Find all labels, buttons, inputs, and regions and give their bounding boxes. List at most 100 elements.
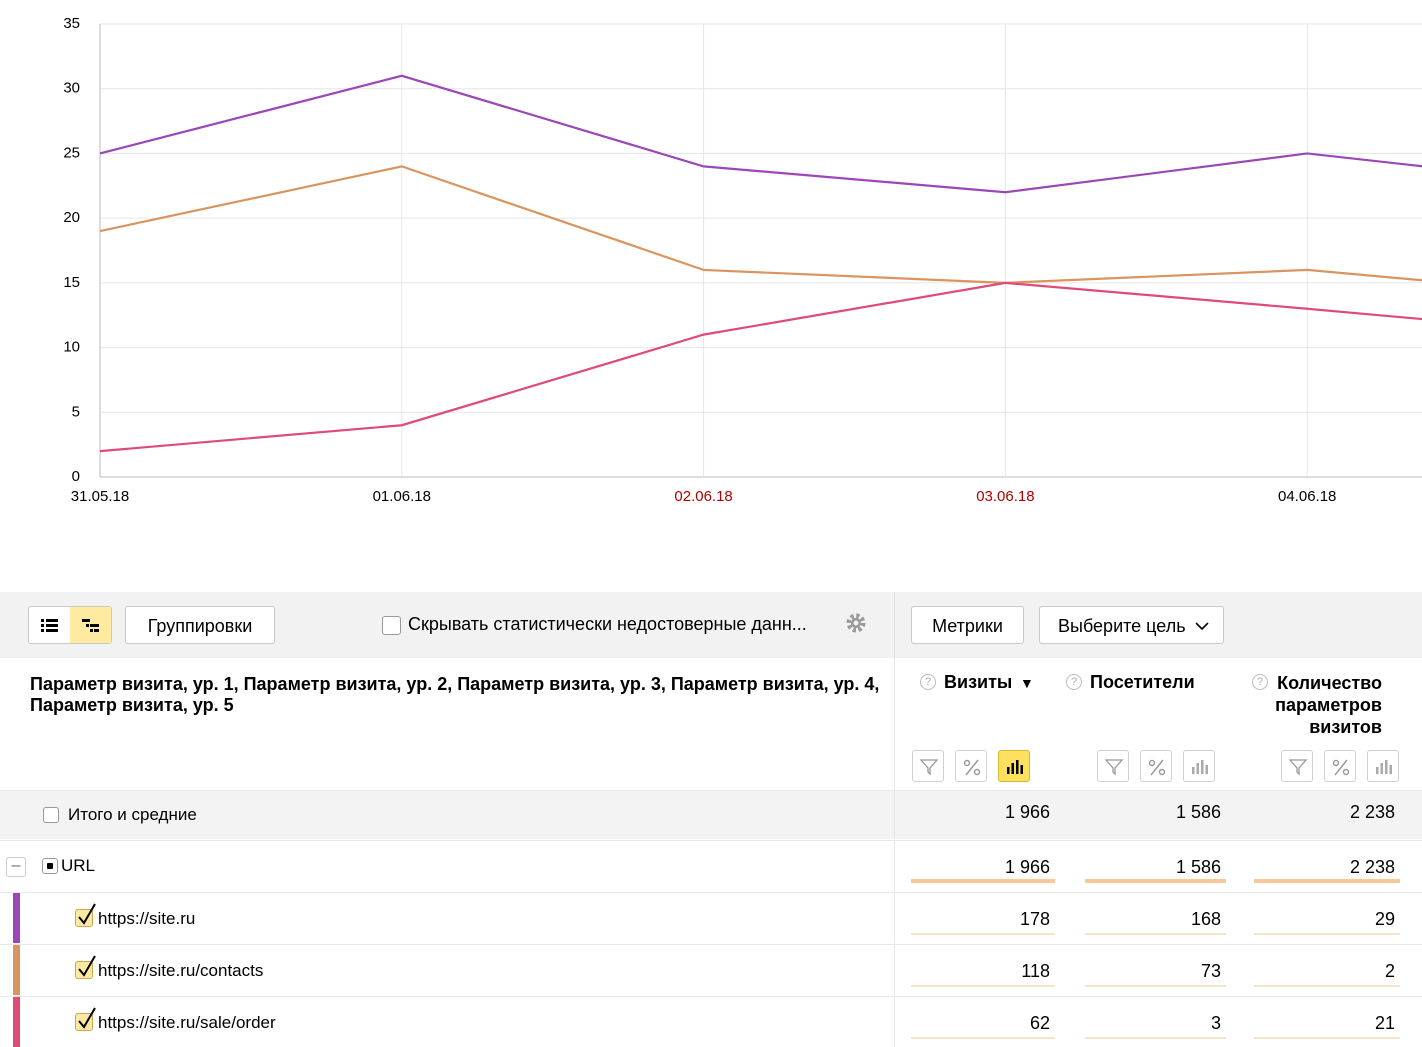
metric-value: 1 586 xyxy=(1175,857,1221,877)
metric-value: 178 xyxy=(1019,909,1050,929)
metric-value: 2 238 xyxy=(1349,802,1395,822)
value-bar xyxy=(1085,985,1226,987)
value-bar xyxy=(1254,933,1400,935)
metric-value: 29 xyxy=(1374,909,1395,929)
metric-tool[interactable] xyxy=(1097,750,1129,782)
y-tick-label: 30 xyxy=(63,80,80,97)
x-tick-label: 04.06.18 xyxy=(1278,488,1336,505)
metric-value: 21 xyxy=(1374,1013,1395,1033)
x-tick-label: 03.06.18 xyxy=(976,488,1034,505)
metric-value: 1 586 xyxy=(1175,802,1221,822)
metric-tool[interactable] xyxy=(1324,750,1356,782)
metric-tool[interactable] xyxy=(1140,750,1172,782)
goal-select[interactable]: Выберите цель xyxy=(1039,606,1224,644)
help-icon[interactable]: ? xyxy=(920,674,936,690)
row-checkbox[interactable] xyxy=(75,903,96,927)
value-bar xyxy=(1085,879,1226,883)
hide-label[interactable]: Скрывать статистически недостоверные дан… xyxy=(408,614,807,634)
y-tick-label: 5 xyxy=(72,403,80,420)
row-label: URL xyxy=(61,856,96,875)
table-row: Итого и средние 1 966 1 586 2 238 xyxy=(0,790,1422,839)
row-label: https://site.ru xyxy=(98,909,196,928)
tree-icon xyxy=(82,619,99,632)
divider xyxy=(894,791,895,839)
list-icon xyxy=(41,619,58,632)
help-icon[interactable]: ? xyxy=(1066,674,1082,690)
row-label: https://site.ru/contacts xyxy=(98,961,264,980)
x-tick-label: 02.06.18 xyxy=(674,488,732,505)
settings-icon[interactable] xyxy=(845,612,867,634)
series-color xyxy=(13,997,20,1047)
value-bar xyxy=(1254,1037,1400,1039)
divider xyxy=(894,893,895,943)
y-tick-label: 25 xyxy=(63,144,80,161)
table-row: https://site.ru/contacts 118 73 2 xyxy=(0,944,1422,995)
y-tick-label: 0 xyxy=(72,468,80,485)
hide-checkbox[interactable] xyxy=(382,616,401,635)
column-title[interactable]: Визиты xyxy=(944,672,1013,692)
metric-value: 3 xyxy=(1210,1013,1221,1033)
series-line xyxy=(99,281,1422,453)
help-icon[interactable]: ? xyxy=(1252,674,1268,690)
row-checkbox[interactable] xyxy=(75,955,96,979)
metric-value: 1 966 xyxy=(1004,857,1050,877)
row-label: https://site.ru/sale/order xyxy=(98,1013,276,1032)
collapse-toggle[interactable]: – xyxy=(6,857,26,877)
series-line xyxy=(99,165,1422,284)
table-header: Параметр визита, ур. 1, Параметр визита,… xyxy=(0,658,1422,790)
column-title[interactable]: Посетители xyxy=(1090,672,1195,692)
value-bar xyxy=(911,985,1055,987)
value-bar xyxy=(911,879,1055,883)
row-checkbox[interactable] xyxy=(43,807,59,823)
table-row: – URL 1 966 1 586 2 238 xyxy=(0,840,1422,891)
x-tick-label: 31.05.18 xyxy=(71,488,129,505)
goal-label: Выберите цель xyxy=(1058,616,1186,636)
sort-mark[interactable]: ▼ xyxy=(1020,675,1034,691)
toolbar: Группировки Скрывать статистически недос… xyxy=(0,592,1422,658)
row-label: Итого и средние xyxy=(68,805,197,824)
table-row: https://site.ru/sale/order 62 3 21 xyxy=(0,996,1422,1047)
metric-value: 168 xyxy=(1190,909,1221,929)
chevron xyxy=(1195,622,1209,631)
metric-tool[interactable] xyxy=(998,750,1030,782)
check-mark xyxy=(78,903,96,925)
divider xyxy=(894,841,895,891)
series-color xyxy=(13,945,20,995)
table-row: https://site.ru 178 168 29 xyxy=(0,892,1422,943)
x-tick-label: 01.06.18 xyxy=(373,488,431,505)
value-bar xyxy=(1085,933,1226,935)
row-checkbox[interactable] xyxy=(42,858,58,874)
check-mark xyxy=(78,955,96,977)
value-bar xyxy=(911,933,1055,935)
check-mark xyxy=(78,1007,96,1029)
metric-tool[interactable] xyxy=(1367,750,1399,782)
metric-value: 73 xyxy=(1200,961,1221,981)
groupings-button[interactable]: Группировки xyxy=(125,606,275,644)
divider xyxy=(894,945,895,995)
metric-tool[interactable] xyxy=(912,750,944,782)
column-title[interactable]: Количество параметров визитов xyxy=(1275,673,1382,737)
series-line xyxy=(99,74,1422,194)
value-bar xyxy=(1254,985,1400,987)
indeterminate xyxy=(47,863,53,869)
metric-tool[interactable] xyxy=(1183,750,1215,782)
series-color xyxy=(13,893,20,943)
metric-value: 2 xyxy=(1384,961,1395,981)
metric-value: 62 xyxy=(1029,1013,1050,1033)
y-tick-label: 20 xyxy=(63,209,80,226)
value-bar xyxy=(1254,879,1400,883)
metrics-button[interactable]: Метрики xyxy=(911,606,1024,644)
value-bar xyxy=(911,1037,1055,1039)
metric-tool[interactable] xyxy=(1281,750,1313,782)
metric-tool[interactable] xyxy=(955,750,987,782)
view-switch[interactable] xyxy=(28,606,112,644)
dimension-title: Параметр визита, ур. 1, Параметр визита,… xyxy=(30,674,880,715)
metric-value: 2 238 xyxy=(1349,857,1395,877)
row-checkbox[interactable] xyxy=(75,1007,96,1031)
divider xyxy=(894,592,895,658)
metric-value: 1 966 xyxy=(1004,802,1050,822)
metric-value: 118 xyxy=(1021,961,1050,981)
chart: 0 5 10 15 20 25 30 35 31.05.18 01.06.18 02.06.18 03… xyxy=(63,15,1422,505)
value-bar xyxy=(1085,1037,1226,1039)
